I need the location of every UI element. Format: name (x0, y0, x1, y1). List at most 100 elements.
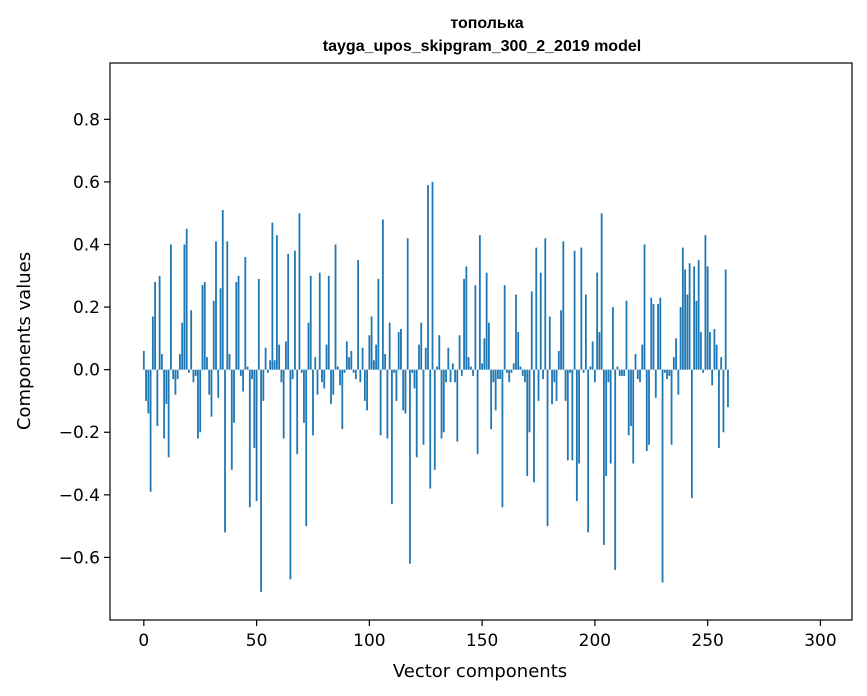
bar-35 (221, 210, 224, 370)
bar-23 (194, 369, 197, 376)
bar-258 (724, 269, 727, 370)
bar-234 (670, 369, 673, 445)
bar-42 (237, 275, 240, 370)
bar-189 (569, 369, 571, 373)
bar-133 (442, 369, 445, 433)
bar-203 (600, 213, 603, 370)
bar-161 (506, 369, 508, 373)
bar-111 (393, 369, 396, 373)
bar-90 (345, 341, 348, 370)
bar-10 (165, 369, 168, 405)
bar-213 (623, 369, 626, 376)
bar-181 (551, 369, 553, 405)
x-tick-label: 50 (246, 631, 268, 651)
bar-47 (248, 369, 251, 508)
bar-164 (512, 363, 515, 370)
y-tick-label: 0.8 (73, 110, 100, 130)
bar-188 (566, 369, 569, 461)
bar-176 (539, 272, 542, 370)
y-axis-ticks: −0.6 −0.4 −0.2 0.0 0.2 0.4 0.6 0.8 (59, 110, 110, 568)
bar-15 (176, 369, 179, 380)
bar-33 (217, 369, 220, 398)
bar-166 (517, 332, 520, 370)
bar-110 (391, 369, 393, 505)
bar-126 (427, 185, 429, 370)
bar-64 (287, 253, 290, 370)
bar-20 (188, 369, 190, 373)
bar-129 (433, 369, 436, 470)
bar-122 (418, 344, 420, 370)
bar-57 (271, 222, 274, 370)
bar-26 (201, 285, 204, 370)
bar-251 (709, 332, 711, 370)
x-tick-label: 250 (691, 631, 723, 651)
bar-195 (582, 369, 585, 373)
bar-88 (341, 369, 344, 430)
bar-61 (280, 369, 283, 383)
bar-72 (305, 369, 308, 527)
bar-219 (636, 369, 639, 380)
bar-97 (361, 347, 364, 370)
bar-56 (269, 360, 272, 370)
bar-89 (343, 369, 346, 373)
x-axis-ticks: 0 50 100 150 200 250 300 (138, 620, 837, 651)
bar-130 (436, 366, 438, 370)
bar-160 (503, 285, 506, 370)
bar-177 (542, 369, 544, 380)
bar-175 (537, 369, 540, 401)
bar-145 (469, 366, 472, 370)
bar-115 (402, 369, 405, 411)
bar-30 (210, 369, 213, 417)
bar-59 (275, 235, 278, 370)
bar-202 (598, 332, 601, 370)
bar-206 (607, 369, 610, 383)
bar-198 (589, 366, 592, 370)
bar-66 (291, 369, 294, 380)
bar-227 (654, 369, 657, 398)
bar-18 (183, 244, 186, 370)
bar-80 (323, 369, 326, 389)
bar-156 (494, 369, 497, 411)
bar-58 (273, 360, 276, 370)
bar-74 (309, 275, 312, 370)
bar-221 (641, 344, 644, 370)
bar-193 (578, 369, 580, 464)
bar-158 (499, 369, 502, 380)
chart-title: тополька (450, 15, 523, 32)
bar-256 (720, 357, 723, 370)
y-tick-label: 0.2 (73, 298, 100, 318)
bar-148 (476, 369, 479, 455)
bar-99 (366, 369, 368, 411)
bar-120 (413, 369, 416, 389)
bar-73 (307, 322, 310, 370)
bar-12 (169, 244, 172, 370)
bar-155 (492, 369, 495, 383)
bar-139 (456, 369, 459, 442)
plot-frame (109, 62, 853, 621)
bar-113 (397, 332, 400, 370)
bar-240 (684, 269, 686, 370)
bar-79 (321, 369, 323, 383)
bar-162 (508, 369, 511, 383)
bar-128 (431, 181, 434, 370)
bar-149 (478, 235, 481, 370)
bar-119 (411, 369, 414, 373)
bar-118 (409, 369, 411, 564)
bar-147 (474, 285, 477, 370)
bar-13 (172, 369, 175, 380)
bar-172 (530, 291, 533, 370)
bar-78 (318, 272, 321, 370)
bar-114 (400, 328, 402, 370)
bar-232 (666, 369, 668, 380)
bar-231 (663, 369, 666, 373)
bar-81 (325, 344, 328, 370)
bar-252 (711, 369, 714, 386)
bar-39 (230, 369, 233, 470)
bar-7 (158, 275, 161, 370)
x-axis-label: Vector components (393, 661, 567, 682)
bar-5 (154, 282, 156, 370)
bar-143 (465, 266, 468, 370)
bar-137 (451, 363, 454, 370)
bar-85 (334, 244, 337, 370)
bar-104 (377, 278, 380, 370)
